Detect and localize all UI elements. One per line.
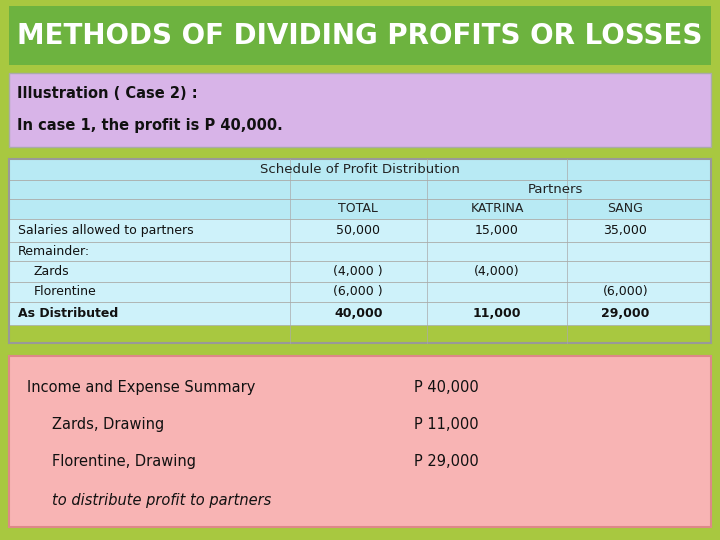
Text: Zards, Drawing: Zards, Drawing <box>52 417 164 432</box>
FancyBboxPatch shape <box>9 302 711 325</box>
Text: Illustration ( Case 2) :: Illustration ( Case 2) : <box>17 86 198 102</box>
Text: P 40,000: P 40,000 <box>414 380 479 395</box>
Text: 29,000: 29,000 <box>601 307 649 320</box>
FancyBboxPatch shape <box>9 159 711 180</box>
Text: Schedule of Profit Distribution: Schedule of Profit Distribution <box>260 164 460 177</box>
Text: 15,000: 15,000 <box>475 224 519 237</box>
Text: Remainder:: Remainder: <box>18 245 90 258</box>
FancyBboxPatch shape <box>9 219 711 242</box>
Text: Zards: Zards <box>33 265 69 278</box>
Text: KATRINA: KATRINA <box>470 202 523 215</box>
Text: TOTAL: TOTAL <box>338 202 378 215</box>
Text: Income and Expense Summary: Income and Expense Summary <box>27 380 255 395</box>
Text: Partners: Partners <box>527 183 582 196</box>
Text: Florentine, Drawing: Florentine, Drawing <box>52 454 196 469</box>
Text: 35,000: 35,000 <box>603 224 647 237</box>
FancyBboxPatch shape <box>9 261 711 282</box>
Text: SANG: SANG <box>608 202 643 215</box>
Text: As Distributed: As Distributed <box>18 307 118 320</box>
Text: METHODS OF DIVIDING PROFITS OR LOSSES: METHODS OF DIVIDING PROFITS OR LOSSES <box>17 22 703 50</box>
FancyBboxPatch shape <box>9 282 711 302</box>
Text: (6,000): (6,000) <box>603 285 648 299</box>
Text: P 11,000: P 11,000 <box>414 417 479 432</box>
Text: 50,000: 50,000 <box>336 224 380 237</box>
Text: 40,000: 40,000 <box>334 307 382 320</box>
FancyBboxPatch shape <box>9 180 711 199</box>
Text: (4,000 ): (4,000 ) <box>333 265 383 278</box>
Text: (4,000): (4,000) <box>474 265 520 278</box>
Text: In case 1, the profit is P 40,000.: In case 1, the profit is P 40,000. <box>17 118 283 132</box>
Text: 11,000: 11,000 <box>473 307 521 320</box>
Text: Florentine: Florentine <box>33 285 96 299</box>
FancyBboxPatch shape <box>9 242 711 261</box>
FancyBboxPatch shape <box>9 6 711 65</box>
Text: Salaries allowed to partners: Salaries allowed to partners <box>18 224 194 237</box>
FancyBboxPatch shape <box>9 199 711 219</box>
Text: (6,000 ): (6,000 ) <box>333 285 383 299</box>
FancyBboxPatch shape <box>9 73 711 147</box>
Text: to distribute profit to partners: to distribute profit to partners <box>52 494 271 509</box>
Text: P 29,000: P 29,000 <box>414 454 479 469</box>
FancyBboxPatch shape <box>9 356 711 526</box>
